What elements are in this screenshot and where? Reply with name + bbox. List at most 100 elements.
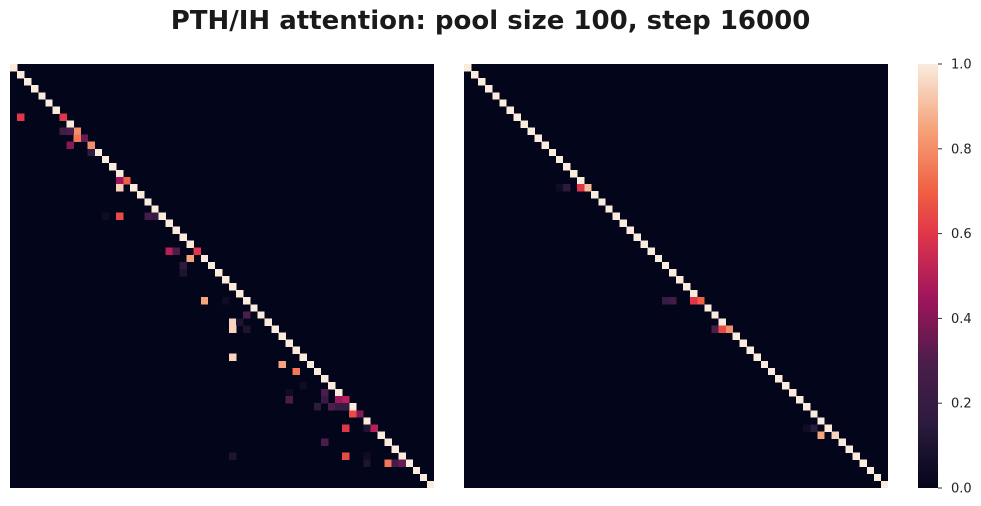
heatmap-right-cell [555, 184, 564, 192]
heatmap-left-cell [200, 254, 209, 263]
heatmap-right-cell [697, 297, 705, 305]
heatmap-right-cell [654, 254, 663, 263]
heatmap-left-cell [116, 170, 124, 178]
heatmap-right-cell [668, 268, 677, 277]
heatmap-right-cell [711, 311, 719, 319]
heatmap-left-cell [101, 155, 110, 164]
heatmap-left-cell [292, 367, 301, 376]
heatmap-left-cell [101, 212, 110, 220]
heatmap-left-cell [158, 212, 166, 220]
heatmap-right-cell [668, 297, 677, 305]
heatmap-right-cell [555, 155, 564, 164]
heatmap-left-cell [363, 452, 371, 461]
heatmap-left-cell [278, 332, 286, 340]
heatmap-right-cell [810, 410, 818, 418]
heatmap-right-cell [690, 290, 698, 298]
heatmap-right-cell [577, 177, 585, 185]
heatmap-right-cell [598, 198, 606, 206]
heatmap-right-cell [732, 332, 740, 340]
heatmap-right-cell [605, 205, 613, 213]
heatmap-left-cell [363, 424, 371, 432]
heatmap-left-cell [116, 177, 124, 185]
heatmap-left-cell [200, 297, 209, 305]
heatmap-right-cell [866, 466, 875, 475]
heatmap-left-cell [377, 431, 385, 439]
heatmap-right-cell [661, 297, 670, 305]
heatmap-left-cell [412, 466, 421, 475]
heatmap-left-cell [285, 339, 293, 347]
heatmap-left-cell [236, 318, 244, 326]
heatmap-left-cell [257, 311, 265, 319]
heatmap-left-cell [243, 325, 251, 333]
heatmap-left-cell [264, 318, 272, 326]
heatmap-left-cell [179, 268, 187, 277]
heatmap-left-cell [405, 459, 414, 468]
heatmap-left-cell [306, 360, 315, 369]
heatmap-left-cell [66, 120, 74, 128]
heatmap-right-cell [464, 64, 472, 72]
heatmap-left-cell [342, 403, 350, 411]
heatmap-left-cell [186, 254, 195, 263]
heatmap-right-cell [534, 134, 543, 143]
heatmap-left-cell [419, 473, 428, 482]
heatmap-left-cell [370, 424, 378, 432]
heatmap-left-cell [94, 148, 103, 157]
heatmap-right-cell [520, 120, 528, 128]
heatmap-right-cell [718, 318, 726, 326]
heatmap-right-cell [824, 424, 832, 432]
heatmap-left-cell [116, 184, 124, 192]
heatmap-left-cell [214, 268, 223, 277]
heatmap-left-cell [151, 205, 159, 213]
heatmap-right-cell [492, 92, 500, 100]
colorbar-tick-label: 0.4 [951, 312, 972, 327]
heatmap-left-cell [299, 382, 308, 390]
heatmap-right-cell [619, 219, 627, 227]
heatmap-left-cell [229, 452, 237, 461]
heatmap-right-cell [880, 480, 888, 488]
heatmap-left-cell [222, 297, 230, 305]
heatmap-left-cell [137, 191, 145, 199]
heatmap-right-cell [739, 339, 747, 347]
heatmap-right-cell [796, 396, 804, 404]
heatmap-right-cell [852, 452, 861, 461]
heatmap-left-cell [229, 318, 237, 326]
heatmap-left-cell [250, 304, 258, 312]
heatmap-left-cell [179, 261, 187, 270]
heatmap-left-cell [398, 452, 407, 461]
heatmap-left-cell [66, 127, 74, 135]
heatmap-left-cell [236, 290, 244, 298]
heatmap-left-cell [243, 311, 251, 319]
heatmap-left-cell [229, 283, 237, 291]
heatmap-right-cell [817, 431, 825, 439]
heatmap-left-cell [320, 438, 329, 446]
colorbar-tick-label: 0.6 [951, 227, 972, 242]
heatmap-right-cell [562, 184, 571, 192]
heatmap-left-cell [320, 396, 329, 404]
heatmap-right-cell [683, 283, 691, 291]
heatmap-right-cell [478, 78, 486, 86]
heatmap-right-cell [661, 261, 670, 270]
heatmap-left-cell [285, 389, 293, 397]
heatmap-left-cell [186, 240, 195, 249]
heatmap-left-cell [243, 297, 251, 305]
heatmap-right-cell [527, 127, 535, 135]
heatmap-left-cell [108, 162, 117, 171]
heatmap-left-cell [66, 141, 74, 150]
heatmap-left-cell [398, 459, 407, 468]
colorbar-svg: 0.0 0.2 0.4 0.6 0.8 1.0 [918, 58, 972, 497]
colorbar-tick-label: 0.2 [951, 397, 972, 412]
heatmap-right-cell [774, 374, 783, 383]
heatmap-left-cell [363, 417, 371, 425]
heatmap-left-cell [73, 127, 81, 135]
heatmap-right-cell [803, 403, 811, 411]
heatmap-left-cell [10, 64, 18, 72]
heatmap-left-cell [391, 459, 399, 468]
heatmap-left-cell [179, 233, 187, 241]
heatmap-right-cell [704, 304, 712, 312]
heatmap-right-cell [548, 148, 557, 157]
heatmap-right-cell [541, 141, 550, 150]
heatmap-right-cell [591, 191, 599, 199]
heatmap-left-cell [349, 403, 357, 411]
heatmap-right-cell [845, 445, 853, 453]
heatmap-right-cell [485, 85, 493, 93]
